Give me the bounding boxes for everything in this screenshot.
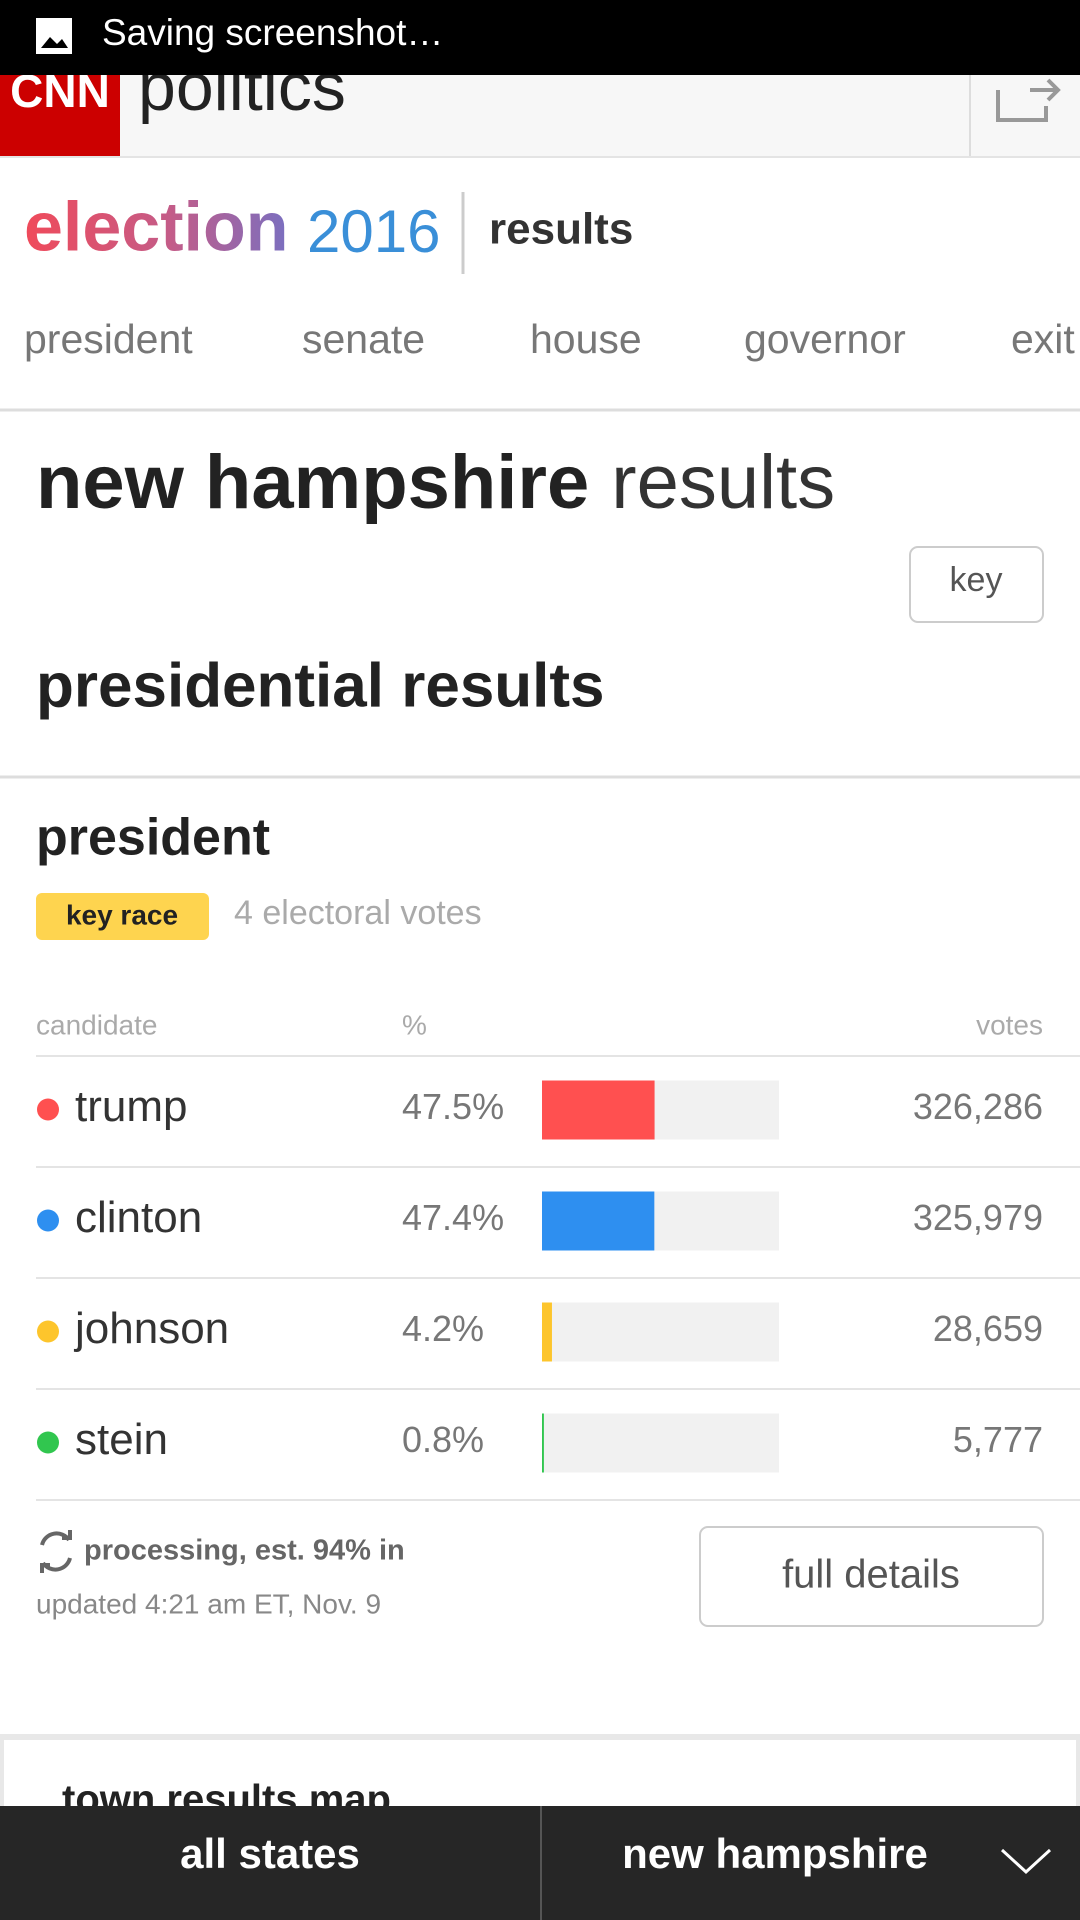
election-year: 2016 (307, 198, 440, 265)
status-text: Saving screenshot… (102, 12, 443, 53)
nav-item[interactable]: exit (1011, 316, 1075, 362)
candidate-dot (37, 1320, 59, 1343)
key-button-label: key (950, 561, 1003, 599)
nav-item[interactable]: president (24, 316, 193, 362)
candidate-pct: 4.2% (402, 1308, 484, 1349)
image-icon (36, 18, 72, 54)
badge-label: key race (66, 899, 178, 930)
nav: president senate house governor exit (24, 316, 1075, 362)
bar (542, 1080, 655, 1140)
candidate-name: clinton (75, 1193, 202, 1242)
details-button[interactable] (699, 1526, 1044, 1627)
cnn-logo[interactable] (0, 60, 120, 157)
chevron[interactable] (1000, 1848, 1052, 1875)
title-bold: new hampshire (36, 440, 589, 525)
nav-item[interactable]: senate (302, 316, 425, 362)
banner-label: results (489, 205, 633, 254)
bar-track (542, 1302, 779, 1362)
election-brand: election (24, 187, 289, 265)
page-title: new hampshire results (36, 440, 835, 525)
candidate-votes: 28,659 (933, 1308, 1043, 1349)
refresh-icon (40, 1530, 72, 1573)
candidate-pct: 0.8% (402, 1419, 484, 1460)
bar (542, 1413, 544, 1473)
image-icon-detail (41, 37, 68, 48)
status: processing, est. 94% in (84, 1535, 405, 1567)
candidate-name: johnson (73, 1304, 229, 1353)
race-title: president (36, 809, 270, 867)
candidate-dot (37, 1209, 59, 1232)
candidate-votes: 326,286 (913, 1086, 1043, 1127)
candidate-votes: 5,777 (953, 1419, 1043, 1460)
bar (542, 1302, 552, 1362)
column-header: votes (976, 1009, 1043, 1040)
key-button[interactable] (909, 546, 1044, 623)
status-bar (0, 0, 1080, 75)
all-states[interactable]: all states (180, 1830, 360, 1877)
details-button-label: full details (782, 1553, 960, 1597)
bar-track (542, 1413, 779, 1473)
column-header: % (402, 1009, 427, 1040)
candidate-name: trump (75, 1082, 187, 1131)
electoral-votes: 4 electoral votes (234, 894, 482, 932)
title-light: results (611, 440, 835, 525)
candidate-pct: 47.5% (402, 1086, 504, 1127)
results-table: trump 47.5% 326,286 clinton 47.4% 325,979 john… (36, 1080, 1080, 1501)
section-title: presidential results (36, 651, 605, 720)
candidate-dot (37, 1431, 59, 1454)
candidate-pct: 47.4% (402, 1197, 504, 1238)
share-icon[interactable] (996, 78, 1061, 122)
nav-item[interactable]: house (530, 316, 642, 362)
column-header: candidate (36, 1009, 157, 1040)
candidate-name: stein (75, 1415, 168, 1464)
badge (36, 893, 209, 940)
nav-item[interactable]: governor (744, 316, 906, 362)
header-bar (0, 75, 1080, 157)
candidate-votes: 325,979 (913, 1197, 1043, 1238)
bar (542, 1191, 655, 1251)
candidate-dot (37, 1098, 59, 1121)
state-select[interactable]: new hampshire (622, 1830, 928, 1877)
updated: updated 4:21 am ET, Nov. 9 (36, 1588, 381, 1619)
